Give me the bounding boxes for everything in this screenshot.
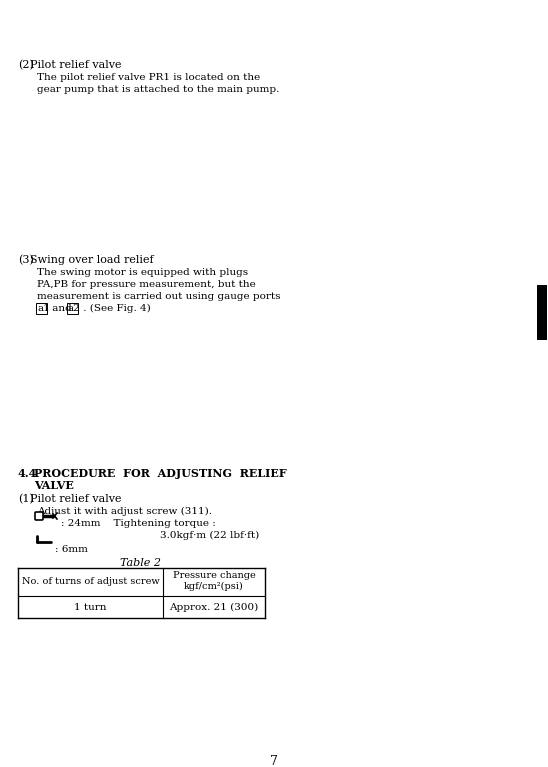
Text: Swing over load relief: Swing over load relief: [30, 255, 153, 265]
Text: Pilot relief valve: Pilot relief valve: [30, 60, 122, 70]
Text: gear pump that is attached to the main pump.: gear pump that is attached to the main p…: [37, 85, 279, 94]
Text: No. of turns of adjust screw: No. of turns of adjust screw: [21, 578, 159, 587]
Text: Pressure change: Pressure change: [173, 571, 255, 581]
Text: kgf/cm²(psi): kgf/cm²(psi): [184, 581, 244, 591]
Text: VALVE: VALVE: [34, 480, 74, 491]
Text: (2): (2): [18, 60, 34, 71]
Text: PA,PB for pressure measurement, but the: PA,PB for pressure measurement, but the: [37, 280, 256, 289]
Text: Pilot relief valve: Pilot relief valve: [30, 494, 122, 504]
Text: 3.0kgf·m (22 lbf·ft): 3.0kgf·m (22 lbf·ft): [160, 531, 259, 540]
Text: a1: a1: [37, 304, 50, 313]
Text: The pilot relief valve PR1 is located on the: The pilot relief valve PR1 is located on…: [37, 73, 260, 82]
Text: measurement is carried out using gauge ports: measurement is carried out using gauge p…: [37, 292, 281, 301]
Text: The swing motor is equipped with plugs: The swing motor is equipped with plugs: [37, 268, 248, 277]
Text: PROCEDURE  FOR  ADJUSTING  RELIEF: PROCEDURE FOR ADJUSTING RELIEF: [34, 468, 287, 479]
Bar: [67, 303, 78, 314]
Text: 1 turn: 1 turn: [74, 603, 107, 611]
Text: 7: 7: [270, 755, 278, 767]
Bar: [537, 285, 547, 340]
Text: : 6mm: : 6mm: [55, 545, 88, 554]
Text: Approx. 21 (300): Approx. 21 (300): [169, 602, 259, 611]
Text: Table 2: Table 2: [119, 558, 161, 568]
Text: (1): (1): [18, 494, 34, 505]
Text: 4.4: 4.4: [18, 468, 37, 479]
Bar: [36, 303, 47, 314]
Text: a2: a2: [68, 304, 81, 313]
Text: Adjust it with adjust screw (311).: Adjust it with adjust screw (311).: [37, 507, 212, 516]
FancyBboxPatch shape: [35, 512, 43, 520]
Text: : 24mm    Tightening torque :: : 24mm Tightening torque :: [61, 519, 216, 528]
Text: . (See Fig. 4): . (See Fig. 4): [80, 304, 151, 313]
Text: and: and: [49, 304, 75, 313]
Text: (3): (3): [18, 255, 34, 265]
